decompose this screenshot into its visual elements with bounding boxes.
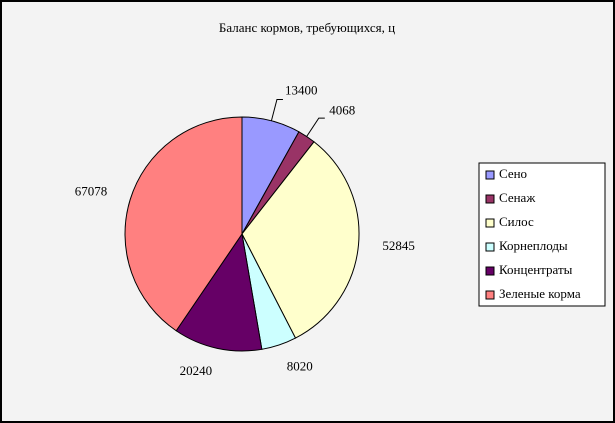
- legend-swatch: [485, 266, 495, 276]
- data-label: 4068: [329, 102, 355, 117]
- legend-swatch: [485, 194, 495, 204]
- data-label: 8020: [287, 359, 313, 374]
- data-label: 20240: [180, 363, 213, 378]
- chart-title: Баланс кормов, требующихся, ц: [219, 20, 395, 35]
- legend-label: Сено: [499, 166, 527, 181]
- data-label: 52845: [382, 238, 415, 253]
- legend-swatch: [485, 170, 495, 180]
- legend-label: Концентраты: [499, 262, 573, 277]
- legend-box: [478, 162, 606, 307]
- legend-label: Силос: [499, 214, 534, 229]
- legend-label: Зеленые корма: [499, 286, 581, 301]
- data-label: 13400: [285, 83, 318, 98]
- data-label: 67078: [75, 183, 108, 198]
- leader-line: [270, 98, 283, 121]
- legend-label: Сенаж: [499, 190, 536, 205]
- legend-label: Корнеплоды: [499, 238, 568, 253]
- legend-swatch: [485, 218, 495, 228]
- leader-line: [306, 117, 325, 137]
- legend-swatch: [485, 290, 495, 300]
- pie-slice: [175, 232, 263, 352]
- pie-slice: [241, 141, 360, 339]
- legend-swatch: [485, 242, 495, 252]
- pie-slice: [124, 116, 243, 332]
